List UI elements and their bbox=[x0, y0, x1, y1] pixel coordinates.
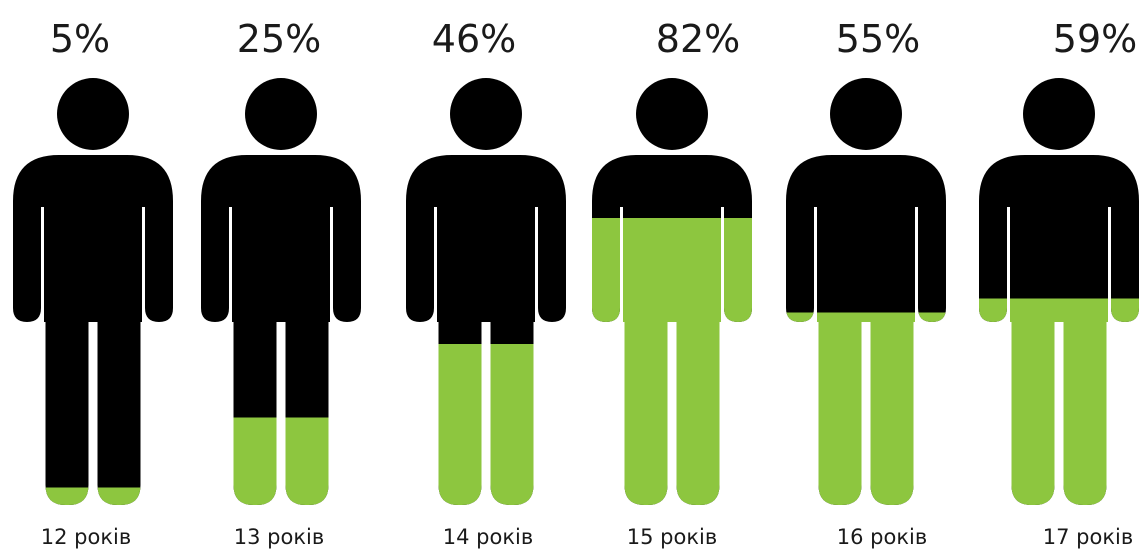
person-figure bbox=[406, 78, 566, 505]
figure-fill-bar bbox=[13, 487, 173, 505]
figure-fill-bar bbox=[201, 417, 361, 505]
value-label: 5% bbox=[50, 17, 110, 61]
figure-fill-bar bbox=[592, 218, 752, 505]
figure-head bbox=[636, 78, 708, 150]
figure-head bbox=[245, 78, 317, 150]
figure-fill-bar bbox=[406, 344, 566, 505]
value-label: 59% bbox=[1053, 17, 1137, 61]
labels-group: 5% 12 років 25% 13 років 46% 14 років 82% 15 ро… bbox=[41, 17, 1137, 549]
person-figure bbox=[786, 78, 946, 505]
figure-head bbox=[1023, 78, 1095, 150]
person-figure bbox=[979, 78, 1139, 505]
category-label: 14 років bbox=[443, 525, 533, 549]
figure-body bbox=[201, 155, 361, 505]
category-label: 17 років bbox=[1043, 525, 1133, 549]
category-label: 16 років bbox=[837, 525, 927, 549]
figure-head bbox=[450, 78, 522, 150]
value-label: 25% bbox=[237, 17, 321, 61]
value-label: 55% bbox=[836, 17, 920, 61]
category-label: 13 років bbox=[234, 525, 324, 549]
figures-group bbox=[13, 78, 1139, 505]
figure-head bbox=[830, 78, 902, 150]
figure-body bbox=[406, 155, 566, 505]
figure-body bbox=[592, 155, 752, 505]
category-label: 15 років bbox=[627, 525, 717, 549]
person-figure bbox=[592, 78, 752, 505]
person-figure bbox=[13, 78, 173, 505]
figure-body bbox=[13, 155, 173, 505]
figure-body bbox=[979, 155, 1139, 505]
value-label: 82% bbox=[656, 17, 740, 61]
figure-body bbox=[786, 155, 946, 505]
figure-head bbox=[57, 78, 129, 150]
figure-fill-bar bbox=[979, 298, 1139, 505]
person-figure bbox=[201, 78, 361, 505]
value-label: 46% bbox=[432, 17, 516, 61]
figure-fill-bar bbox=[786, 312, 946, 505]
category-label: 12 років bbox=[41, 525, 131, 549]
